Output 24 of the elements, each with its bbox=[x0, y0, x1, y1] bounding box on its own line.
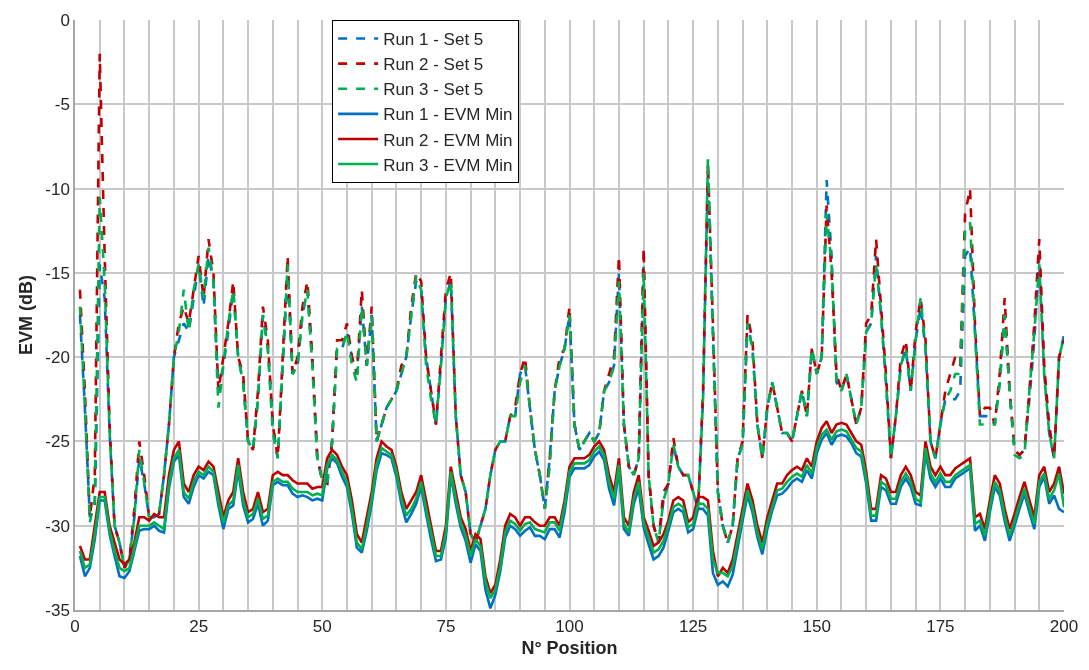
legend-label: Run 1 - EVM Min bbox=[383, 105, 513, 125]
x-tick-label: 50 bbox=[312, 617, 332, 637]
y-axis-title: EVM (dB) bbox=[15, 275, 36, 355]
legend-label: Run 2 - Set 5 bbox=[383, 55, 484, 75]
legend-label: Run 3 - Set 5 bbox=[383, 80, 484, 100]
y-tick-label: -5 bbox=[54, 95, 70, 115]
y-tick-label: -30 bbox=[45, 516, 70, 536]
x-axis-title: N° Position bbox=[521, 637, 618, 658]
x-tick-label: 75 bbox=[436, 617, 456, 637]
legend-label: Run 3 - EVM Min bbox=[383, 155, 513, 175]
y-tick-label: -10 bbox=[45, 179, 70, 199]
legend-label: Run 2 - EVM Min bbox=[383, 130, 513, 150]
y-tick-label: -25 bbox=[45, 432, 70, 452]
x-tick-label: 150 bbox=[802, 617, 831, 637]
x-tick-label: 200 bbox=[1049, 617, 1079, 637]
y-tick-label: -35 bbox=[45, 600, 70, 620]
y-tick-label: -15 bbox=[45, 263, 70, 283]
legend-label: Run 1 - Set 5 bbox=[383, 30, 484, 50]
y-tick-label: -20 bbox=[45, 348, 70, 368]
x-tick-label: 25 bbox=[189, 617, 209, 637]
y-tick-label: 0 bbox=[60, 10, 70, 30]
x-tick-label: 175 bbox=[926, 617, 955, 637]
x-tick-label: 125 bbox=[678, 617, 708, 637]
x-tick-label: 100 bbox=[555, 617, 584, 637]
